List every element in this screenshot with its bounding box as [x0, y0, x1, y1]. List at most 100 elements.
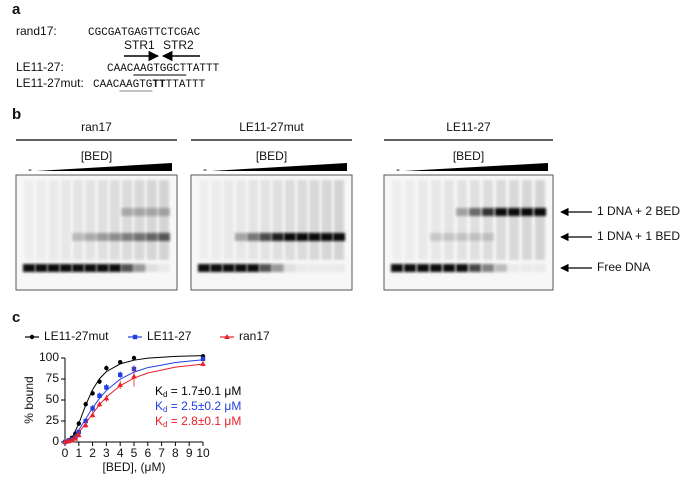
kd-symbol: K [155, 399, 163, 413]
data-point [118, 372, 123, 377]
kd-symbol: K [155, 384, 163, 398]
lane-smear [24, 180, 34, 260]
gel-band [35, 264, 48, 272]
gel-band [222, 264, 235, 272]
lane-smear [199, 180, 209, 260]
lane-smear [248, 180, 259, 260]
zero-label: - [396, 162, 400, 176]
gel-band [404, 264, 416, 272]
kd-value: = 2.8±0.1 μM [167, 414, 241, 428]
data-point [97, 379, 102, 384]
data-point [83, 418, 88, 424]
data-point [89, 412, 96, 418]
gel-band [482, 264, 494, 272]
lane-smear [223, 180, 234, 260]
x-tick-label: 0 [62, 446, 69, 460]
lane-smear [73, 180, 84, 260]
data-point [82, 422, 89, 428]
legend-label: LE11-27 [147, 329, 192, 343]
legend-marker [224, 334, 230, 339]
data-point [104, 365, 109, 371]
sequence-segment: TT [152, 79, 166, 91]
lane-smear [36, 180, 47, 260]
gel-band [271, 264, 284, 272]
sequence-segment: CGCGATGAGTTCTCGAC [88, 27, 201, 39]
lane-smear [509, 180, 519, 260]
y-axis-label: % bound [22, 376, 36, 423]
data-point [103, 395, 110, 401]
lane-smear [211, 180, 222, 260]
lane-smear [535, 180, 545, 260]
data-point [69, 437, 75, 443]
y-tick-label: 100 [39, 350, 59, 364]
lane-smear [496, 180, 506, 260]
gel-band [495, 264, 507, 272]
lane-smear [60, 180, 71, 260]
sequence-segment: CAAC [93, 79, 120, 91]
lane-smear [392, 180, 402, 260]
legend-marker [29, 334, 35, 340]
gel-band [521, 264, 533, 272]
gel-band [108, 264, 121, 272]
gel-band [96, 264, 109, 272]
band-label: 1 DNA + 1 BED [597, 229, 680, 243]
gel-band [296, 264, 309, 272]
x-tick-label: 4 [117, 446, 124, 460]
lane-smear [134, 180, 145, 260]
gel-band [133, 264, 146, 272]
lane-smear [159, 180, 169, 260]
lane-smear [457, 180, 467, 260]
lane-smear [431, 180, 441, 260]
legend-label: LE11-27mut [44, 329, 109, 343]
gel-band [84, 264, 97, 272]
gel-band [198, 264, 210, 272]
gel-band [47, 264, 60, 272]
y-tick-label: 0 [52, 434, 59, 448]
sequence-segment: TTATTT [166, 79, 206, 91]
lane-smear [272, 180, 283, 260]
kd-value: = 1.7±0.1 μM [167, 384, 241, 398]
data-point [90, 406, 95, 411]
sequence-segment: AAGTG [119, 79, 152, 91]
arrow-label: STR1 [124, 38, 155, 52]
gel-title: LE11-27mut [239, 120, 304, 134]
sequence-segment: AAGTGGCT [133, 63, 186, 75]
lane-smear [297, 180, 308, 260]
wedge [404, 163, 548, 171]
gel-band [210, 264, 223, 272]
lane-smear [405, 180, 415, 260]
lane-smear [483, 180, 493, 260]
sequence-name: rand17: [16, 24, 57, 38]
lane-smear [522, 180, 532, 260]
gel-title: ran17 [81, 120, 112, 134]
sequence: CAACAAGTGGCTTATTT [107, 63, 220, 75]
panel-label: a [12, 1, 21, 18]
x-tick-label: 5 [131, 446, 138, 460]
lane-smear [334, 180, 344, 260]
fit-curve [64, 355, 204, 443]
lane-smear [235, 180, 246, 260]
sequence-segment: CAAC [107, 63, 134, 75]
band-label: Free DNA [597, 260, 650, 274]
lane-smear [48, 180, 59, 260]
data-point [96, 401, 103, 407]
kd-subscript: d [163, 390, 167, 399]
gel-band [234, 264, 247, 272]
kd-annotation: Kd = 1.7±0.1 μM [155, 384, 241, 399]
kd-annotation: Kd = 2.5±0.2 μM [155, 399, 241, 414]
gel-band [391, 264, 403, 272]
sequence: CGCGATGAGTTCTCGAC [88, 27, 201, 39]
y-tick-label: 25 [46, 413, 60, 427]
x-tick-label: 3 [103, 446, 110, 460]
x-tick-label: 7 [158, 446, 165, 460]
zero-label: - [203, 162, 207, 176]
lane-smear [309, 180, 320, 260]
lane-smear [444, 180, 454, 260]
gel-band [320, 264, 333, 272]
sequence-name: LE11-27: [16, 60, 64, 74]
titrant-label: [BED] [81, 149, 112, 163]
gel-band [259, 264, 272, 272]
data-point [72, 435, 79, 441]
gel-band [23, 264, 35, 272]
